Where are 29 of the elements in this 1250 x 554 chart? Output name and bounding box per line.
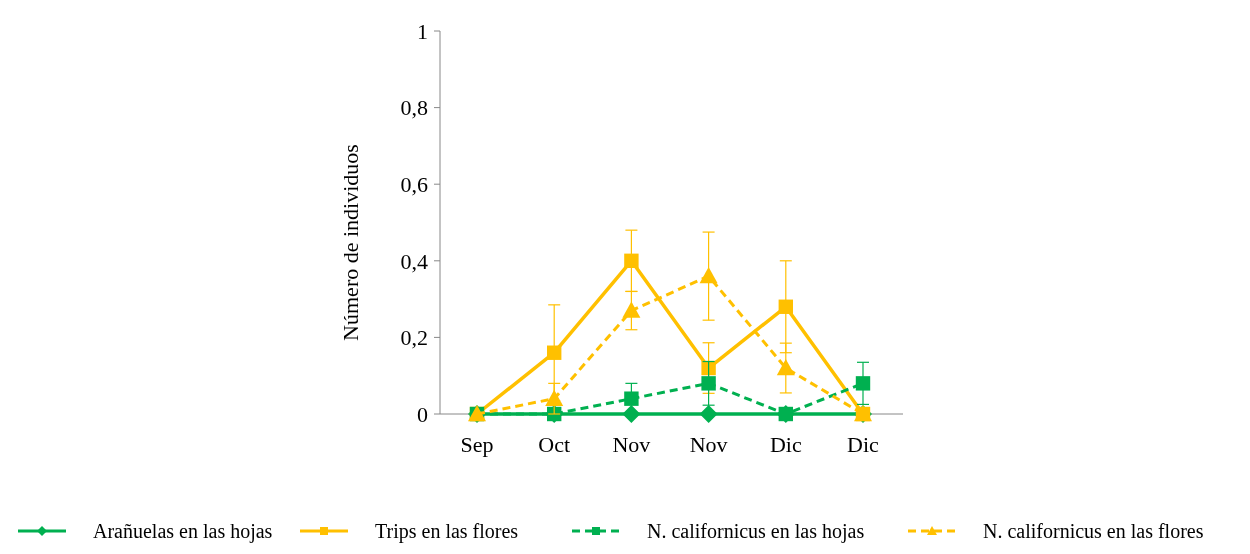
y-tick-label: 0,8 — [400, 95, 428, 121]
point — [624, 391, 639, 406]
legend-label: Arañuelas en las hojas — [93, 520, 273, 543]
y-tick-label: 1 — [417, 18, 428, 44]
point — [547, 345, 562, 360]
x-tick-label: Nov — [612, 432, 651, 457]
y-tick-label: 0 — [417, 401, 428, 427]
x-tick-label: Dic — [847, 432, 880, 457]
point — [545, 389, 564, 406]
point — [701, 376, 716, 391]
x-tick-label: Sep — [460, 432, 494, 457]
point — [699, 267, 718, 284]
point — [624, 253, 639, 268]
point — [622, 301, 641, 318]
x-tick-label: Oct — [538, 432, 571, 457]
y-axis-title: Número de individuos — [338, 144, 363, 341]
legend-label: N. californicus en las hojas — [647, 520, 865, 543]
point — [778, 406, 793, 422]
legend-label: Trips en las flores — [375, 520, 519, 543]
y-tick-label: 0,4 — [400, 248, 428, 274]
point — [776, 359, 795, 376]
point — [855, 376, 871, 391]
x-tick-label: Nov — [689, 432, 728, 457]
point — [699, 405, 718, 423]
y-tick-label: 0,2 — [400, 325, 428, 351]
legend-label: N. californicus en las flores — [983, 520, 1204, 542]
y-tick-label: 0,6 — [400, 171, 428, 197]
x-tick-label: Dic — [769, 432, 802, 457]
point — [778, 299, 793, 314]
